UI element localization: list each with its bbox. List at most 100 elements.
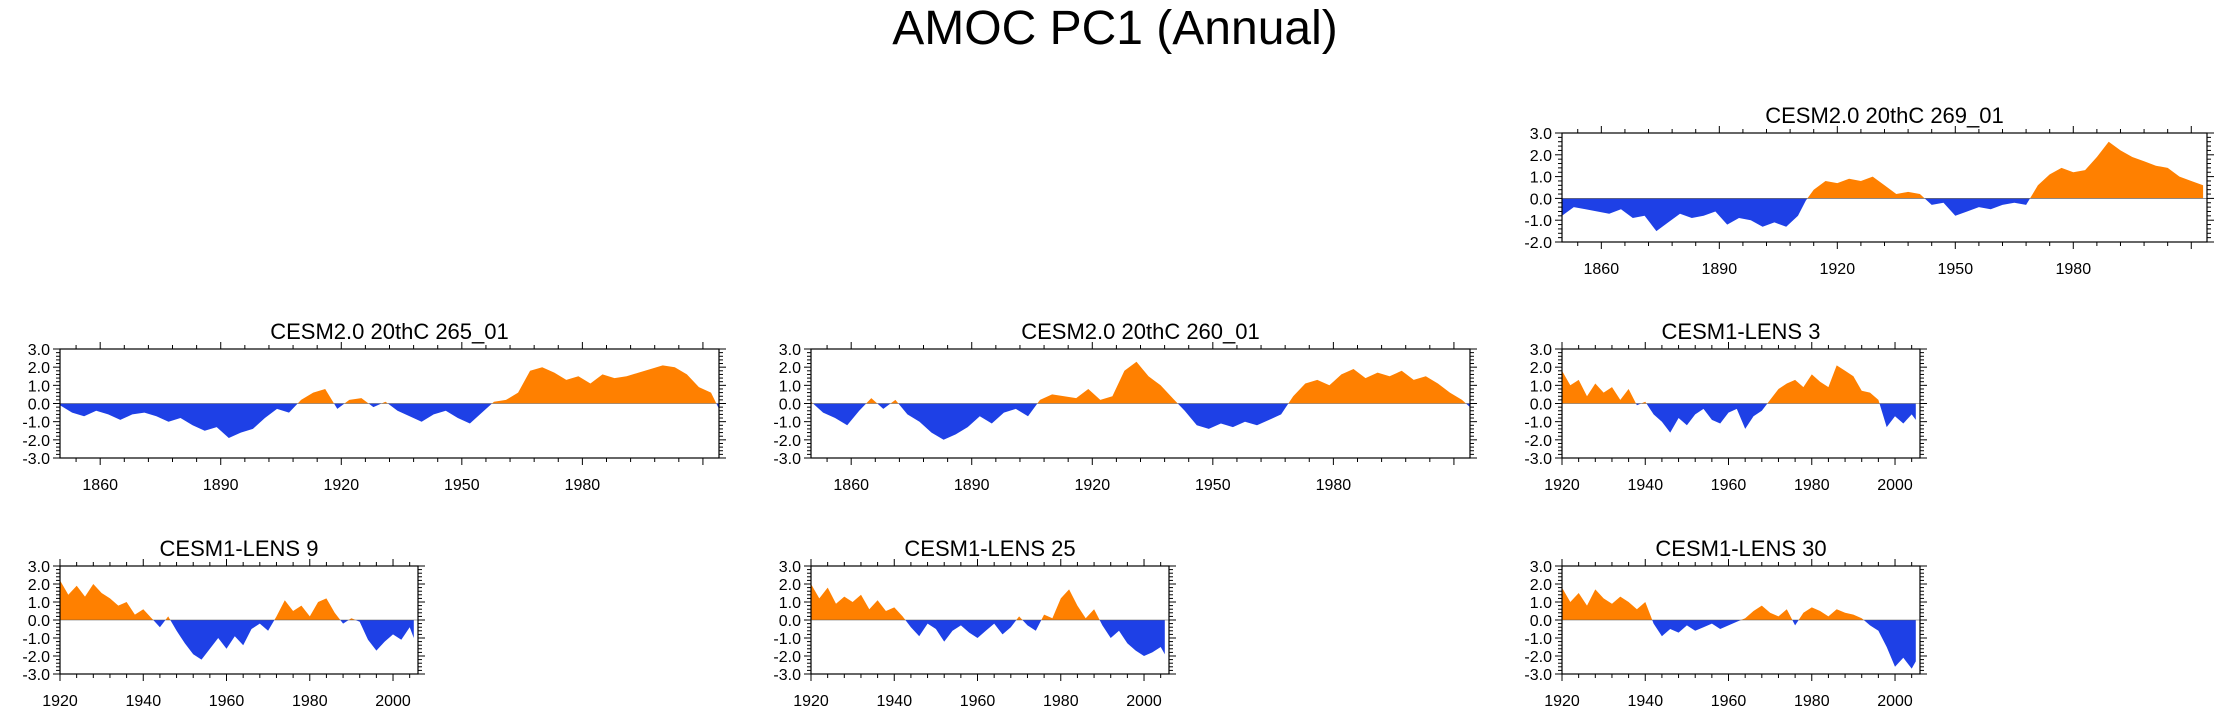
- y-tick-label: 3.0: [28, 342, 50, 359]
- negative-area: [811, 403, 1470, 440]
- x-tick-label: 1890: [1702, 261, 1738, 278]
- y-tick-label: 0.0: [1530, 191, 1552, 208]
- y-tick-label: 2.0: [28, 360, 50, 377]
- x-tick-label: 1860: [82, 477, 118, 494]
- y-tick-label: 3.0: [1530, 342, 1552, 359]
- x-tick-label: 1860: [833, 477, 869, 494]
- x-tick-label: 1960: [209, 693, 245, 710]
- panel-3: 3.02.01.0 0.0-1.0-2.0-3.0 1860 1890 1920 1950…: [773, 319, 1477, 494]
- panel-title: CESM1-LENS 25: [904, 536, 1075, 561]
- negative-area: [1562, 620, 1916, 669]
- x-tick-label: 1920: [1075, 477, 1111, 494]
- y-tick-label: -1.0: [1524, 415, 1552, 432]
- y-tick-label: -2.0: [773, 433, 801, 450]
- y-tick-label: -1.0: [22, 415, 50, 432]
- y-tick-label: -1.0: [1524, 213, 1552, 230]
- y-tick-label: -3.0: [773, 667, 801, 684]
- y-tick-label: 1.0: [28, 378, 50, 395]
- x-tick-label: 1890: [954, 477, 990, 494]
- y-tick-label: 2.0: [779, 360, 801, 377]
- x-tick-label: 1960: [960, 693, 996, 710]
- panel-title: CESM1-LENS 3: [1662, 319, 1821, 344]
- y-tick-label: 2.0: [1530, 148, 1552, 165]
- x-tick-label: 1950: [1195, 477, 1231, 494]
- y-tick-label: -1.0: [773, 415, 801, 432]
- panel-2: 3.02.01.0 0.0-1.0-2.0-3.0 1860 1890 1920 1950…: [22, 319, 726, 494]
- x-tick-label: 1980: [2056, 261, 2092, 278]
- x-tick-label: 1920: [324, 477, 360, 494]
- y-tick-label: 3.0: [28, 559, 50, 576]
- y-tick-label: 0.0: [779, 613, 801, 630]
- y-tick-label: -3.0: [1524, 667, 1552, 684]
- x-tick-label: 2000: [1877, 477, 1913, 494]
- panel-title: CESM2.0 20thC 265_01: [270, 319, 509, 344]
- y-tick-label: 2.0: [779, 577, 801, 594]
- x-tick-label: 1950: [444, 477, 480, 494]
- negative-area: [60, 620, 414, 660]
- x-tick-label: 1920: [1544, 693, 1580, 710]
- x-tick-label: 1920: [1820, 261, 1856, 278]
- negative-area: [1562, 403, 1916, 433]
- figure-title: AMOC PC1 (Annual): [892, 2, 1338, 55]
- x-tick-label: 1940: [1628, 693, 1664, 710]
- y-tick-label: 3.0: [1530, 559, 1552, 576]
- positive-area: [1562, 365, 1916, 404]
- y-tick-label: 1.0: [779, 595, 801, 612]
- y-tick-label: 2.0: [1530, 360, 1552, 377]
- y-tick-label: -1.0: [22, 631, 50, 648]
- x-tick-label: 1950: [1938, 261, 1974, 278]
- positive-area: [811, 361, 1470, 404]
- x-tick-label: 1920: [1544, 477, 1580, 494]
- y-tick-label: 0.0: [28, 397, 50, 414]
- y-tick-label: 0.0: [1530, 613, 1552, 630]
- panel-1: 3.0 2.0 1.0 0.0 -1.0 -2.0 1860 1890 1920 1950 1980…: [1524, 103, 2214, 278]
- y-tick-label: 1.0: [1530, 595, 1552, 612]
- y-tick-label: -2.0: [22, 433, 50, 450]
- y-tick-label: -2.0: [22, 649, 50, 666]
- x-tick-label: 1980: [1794, 693, 1830, 710]
- x-tick-label: 1890: [203, 477, 239, 494]
- panel-4: 3.02.01.0 0.0-1.0-2.0-3.0 1920 1940 1960 1980…: [1524, 319, 1927, 494]
- y-tick-label: 1.0: [28, 595, 50, 612]
- y-tick-label: -3.0: [773, 451, 801, 468]
- panel-title: CESM1-LENS 30: [1655, 536, 1826, 561]
- negative-area: [60, 403, 719, 438]
- y-tick-label: 3.0: [779, 559, 801, 576]
- x-tick-label: 2000: [1877, 693, 1913, 710]
- panel-title: CESM2.0 20thC 260_01: [1021, 319, 1260, 344]
- x-tick-label: 1920: [793, 693, 829, 710]
- panel-7: 3.02.01.00.0-1.0-2.0-3.0 1920 1940 1960 1980…: [1524, 536, 1927, 710]
- x-tick-label: 1980: [1043, 693, 1079, 710]
- y-tick-label: -3.0: [1524, 451, 1552, 468]
- y-tick-label: -2.0: [1524, 433, 1552, 450]
- y-tick-label: -3.0: [22, 451, 50, 468]
- panel-6: 3.02.01.00.0-1.0-2.0-3.0 1920 1940 1960 1980…: [773, 536, 1176, 710]
- positive-area: [1562, 587, 1916, 620]
- y-tick-label: -3.0: [22, 667, 50, 684]
- y-tick-label: -2.0: [1524, 235, 1552, 252]
- positive-area: [811, 584, 1165, 620]
- y-tick-label: -1.0: [1524, 631, 1552, 648]
- x-tick-label: 1940: [126, 693, 162, 710]
- y-tick-label: 2.0: [28, 577, 50, 594]
- x-tick-label: 1980: [1794, 477, 1830, 494]
- x-tick-label: 1960: [1711, 477, 1747, 494]
- y-tick-label: 3.0: [1530, 126, 1552, 143]
- y-tick-label: 1.0: [1530, 170, 1552, 187]
- y-tick-label: -2.0: [773, 649, 801, 666]
- x-tick-label: 1980: [292, 693, 328, 710]
- y-tick-label: 0.0: [28, 613, 50, 630]
- y-tick-label: -2.0: [1524, 649, 1552, 666]
- y-tick-label: -1.0: [773, 631, 801, 648]
- x-tick-label: 1860: [1584, 261, 1620, 278]
- y-tick-label: 0.0: [1530, 397, 1552, 414]
- y-tick-label: 3.0: [779, 342, 801, 359]
- negative-area: [811, 620, 1165, 656]
- x-tick-label: 2000: [1126, 693, 1162, 710]
- panel-5: 3.02.01.00.0-1.0-2.0-3.0 1920 1940 1960 1980…: [22, 536, 425, 710]
- panel-title: CESM2.0 20thC 269_01: [1765, 103, 2004, 128]
- panel-title: CESM1-LENS 9: [160, 536, 319, 561]
- x-tick-label: 1980: [565, 477, 601, 494]
- x-tick-label: 1940: [1628, 477, 1664, 494]
